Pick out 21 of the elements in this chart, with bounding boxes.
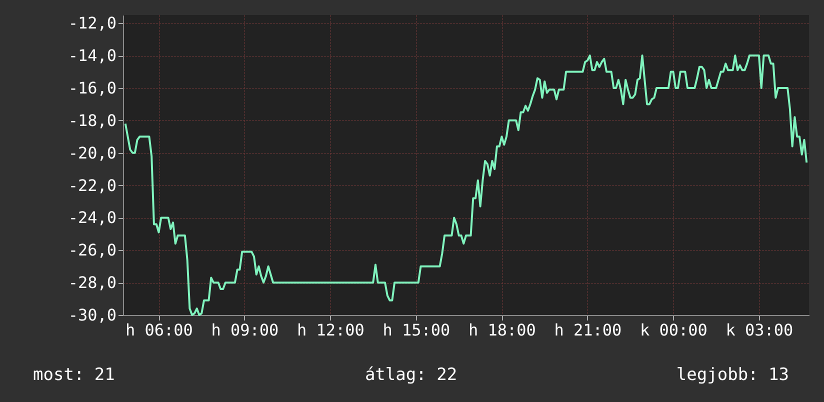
y-tick-label: -18,0 (68, 110, 116, 130)
x-tick-label: k 03:00 (726, 320, 794, 340)
y-tick-label: -28,0 (68, 273, 116, 292)
x-tick-label: h 06:00 (126, 320, 193, 340)
text: most: 21 (33, 365, 115, 385)
x-tick-label: h 15:00 (382, 320, 450, 340)
y-tick-label: -30,0 (68, 306, 116, 324)
y-tick-label: -16,0 (68, 78, 116, 98)
y-tick-label: -24,0 (68, 208, 116, 228)
x-tick-label: h 18:00 (468, 320, 536, 340)
y-tick-label: -26,0 (68, 240, 116, 260)
y-tick-label: -12,0 (68, 14, 116, 33)
y-tick-label: -20,0 (68, 143, 116, 162)
x-tick-label: h 21:00 (554, 320, 622, 340)
text: legjobb: 13 (676, 365, 789, 385)
x-tick-label: h 09:00 (211, 320, 279, 340)
x-tick-label: k 00:00 (640, 320, 708, 340)
y-tick-label: -22,0 (68, 176, 116, 195)
text: átlag: 22 (364, 365, 458, 385)
x-tick-label: h 12:00 (297, 320, 364, 340)
y-tick-label: -14,0 (68, 46, 116, 66)
